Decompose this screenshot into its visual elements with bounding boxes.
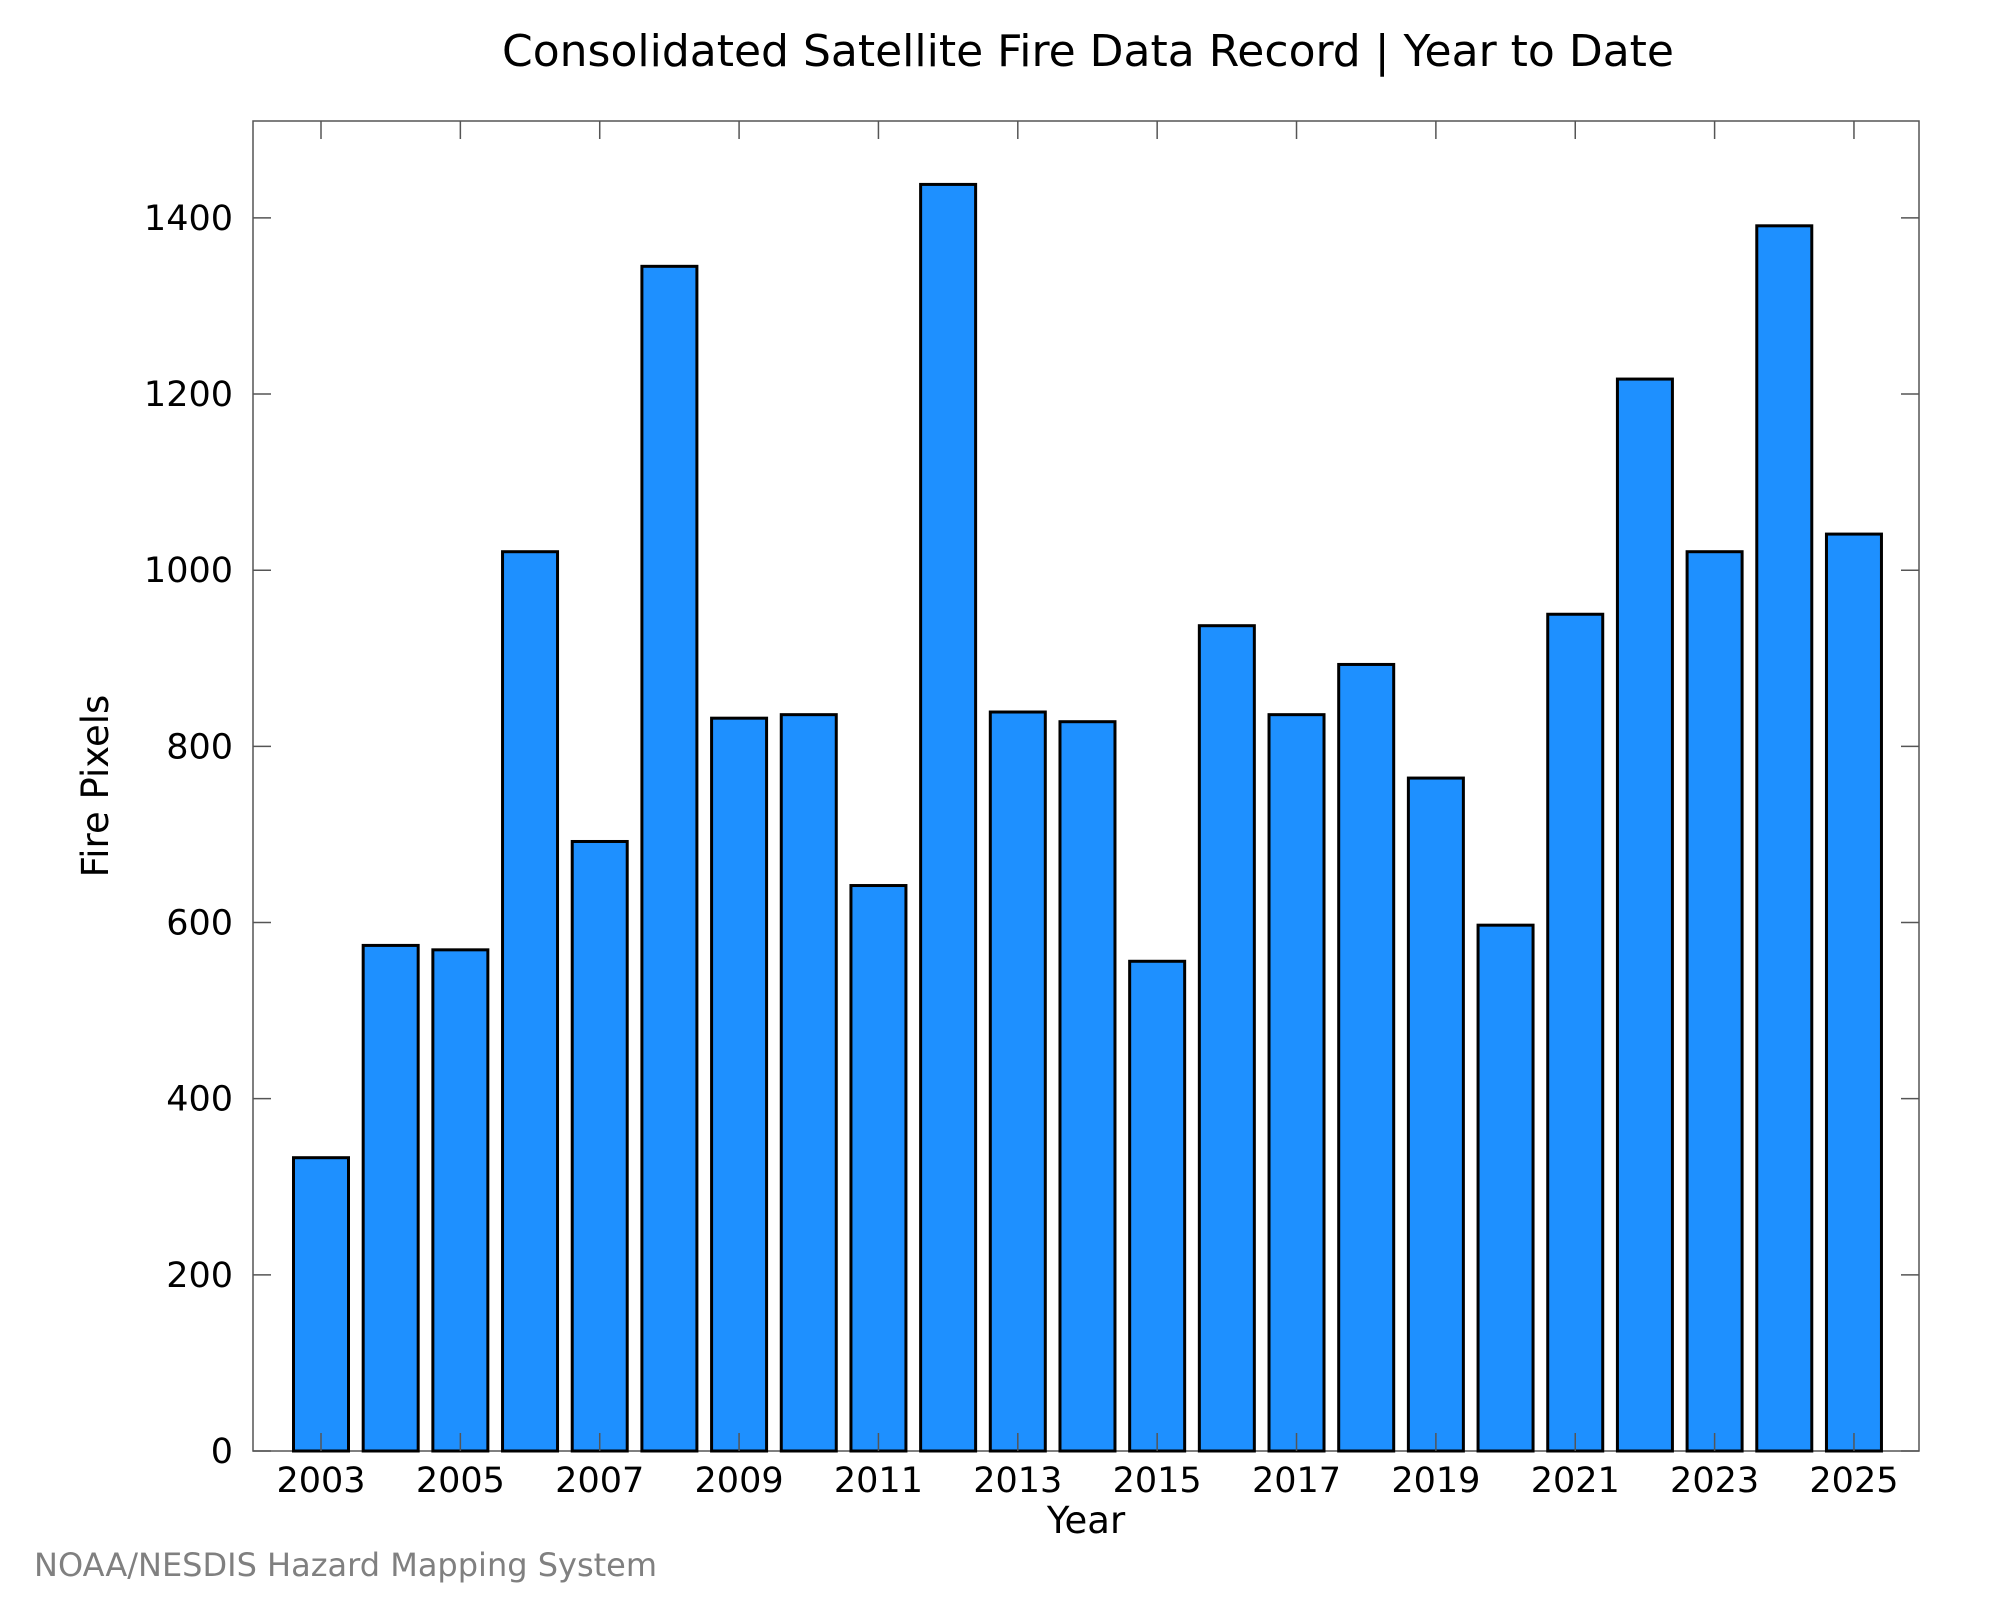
bar-2015: [1128, 959, 1187, 1453]
bar-2007: [570, 839, 629, 1453]
x-tick-label-2003: 2003: [276, 1461, 365, 1501]
x-axis-label: Year: [1046, 1499, 1126, 1542]
bar-2006: [501, 550, 560, 1453]
bar-2005: [431, 948, 490, 1453]
bar-2012: [919, 182, 978, 1453]
bar-2010: [779, 713, 838, 1453]
bar-2019: [1406, 776, 1465, 1453]
y-tick-label-1000: 1000: [144, 551, 233, 591]
bar-2018: [1337, 662, 1396, 1453]
bars-layer: [292, 182, 1883, 1453]
x-tick-label-2007: 2007: [555, 1461, 644, 1501]
bar-2023: [1685, 550, 1744, 1453]
y-tick-label-0: 0: [211, 1432, 233, 1472]
x-tick-label-2015: 2015: [1113, 1461, 1202, 1501]
y-tick-label-400: 400: [166, 1080, 233, 1120]
y-tick-label-1400: 1400: [144, 199, 233, 239]
bar-2016: [1197, 624, 1256, 1453]
y-tick-label-200: 200: [166, 1256, 233, 1296]
x-tick-label-2013: 2013: [973, 1461, 1062, 1501]
x-tick-label-2011: 2011: [834, 1461, 923, 1501]
x-tick-label-2009: 2009: [695, 1461, 784, 1501]
y-tick-label-600: 600: [166, 904, 233, 944]
bar-2022: [1615, 377, 1674, 1453]
bar-2024: [1755, 224, 1814, 1453]
bar-2011: [849, 884, 908, 1453]
bar-2008: [640, 264, 699, 1453]
x-tick-label-2019: 2019: [1391, 1461, 1480, 1501]
y-tick-label-800: 800: [166, 727, 233, 767]
x-tick-label-2025: 2025: [1809, 1461, 1898, 1501]
chart-title: Consolidated Satellite Fire Data Record …: [502, 26, 1674, 77]
bar-2020: [1476, 923, 1535, 1453]
ticks-layer: 0 200 400 600 800 1000 1200 1400 2003 2005 2007 200…: [144, 121, 1919, 1501]
y-tick-label-1200: 1200: [144, 375, 233, 415]
x-tick-label-2023: 2023: [1670, 1461, 1759, 1501]
bar-2017: [1267, 713, 1326, 1453]
x-tick-label-2017: 2017: [1252, 1461, 1341, 1501]
bar-2025: [1824, 532, 1883, 1453]
credit-text: NOAA/NESDIS Hazard Mapping System: [34, 1546, 657, 1584]
bar-2013: [988, 710, 1047, 1453]
x-tick-label-2005: 2005: [416, 1461, 505, 1501]
bar-2003: [292, 1156, 350, 1453]
bar-2014: [1058, 720, 1117, 1453]
x-tick-label-2021: 2021: [1531, 1461, 1620, 1501]
y-axis-label: Fire Pixels: [74, 695, 117, 878]
bar-2021: [1546, 612, 1605, 1453]
bar-2009: [710, 716, 769, 1453]
bar-2004: [361, 943, 420, 1453]
